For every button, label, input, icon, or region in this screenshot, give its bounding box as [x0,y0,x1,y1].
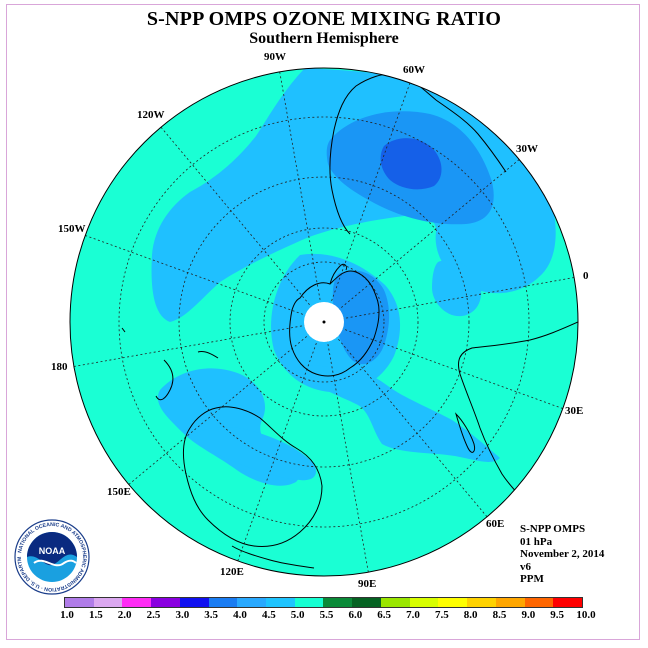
coastline-antarctic-peninsula [329,263,347,285]
colorbar-tick-label: 4.5 [261,609,276,621]
colorbar-segment [438,598,468,607]
colorbar-tick-label: 2.5 [146,609,161,621]
info-level: 01 hPa [520,535,553,548]
coastline-africa [458,321,578,505]
coastline-island [121,327,126,333]
latitude-circle [118,116,530,528]
lon-label-90W: 90W [264,51,286,63]
lon-label-180: 180 [51,361,68,373]
colorbar-tick-label: 5.0 [290,609,305,621]
colorbar-segment [409,598,439,607]
colorbar-tick-label: 3.0 [175,609,190,621]
colorbar-tick-label: 9.5 [550,609,565,621]
lon-label-30W: 30W [516,143,538,155]
latitude-circle [178,176,470,468]
map-boundary [69,67,579,577]
info-instrument: S-NPP OMPS [520,523,586,535]
coastline-madagascar [454,412,475,453]
colorbar-segment [294,598,324,607]
lon-label-150W: 150W [58,223,86,235]
colorbar-segment [553,598,582,607]
colorbar-tick-label: 8.5 [492,609,507,621]
lon-label-120E: 120E [220,566,244,578]
colorbar-segment [93,598,123,607]
coastline-island [197,351,219,359]
lon-label-60W: 60W [403,64,425,76]
coastline-indonesia [231,545,315,569]
colorbar-segment [65,598,94,607]
colorbar-tick-label: 4.0 [233,609,247,621]
ozone-contour-4.0-4.5 [194,427,316,481]
colorbar-tick-label: 10.0 [576,609,596,621]
colorbar-tick-label: 5.5 [319,609,334,621]
colorbar-segment [237,598,267,607]
colorbar-tick-label: 2.0 [117,609,132,621]
ozone-contour-4.0-4.5 [294,365,500,462]
lon-label-0: 0 [583,270,589,282]
colorbar-segment [323,598,353,607]
colorbar-tick-label: 9.0 [521,609,536,621]
noaa-logo: NATIONAL OCEANIC AND ATMOSPHERIC ADMINIS… [14,519,90,595]
lon-label-60E: 60E [486,518,505,530]
lon-label-90E: 90E [358,578,377,590]
colorbar-tick-label: 6.0 [348,609,363,621]
colorbar-tick-label: 7.0 [406,609,420,621]
colorbar-segment [122,598,152,607]
info-date: November 2, 2014 [520,548,605,560]
lon-label-150E: 150E [107,486,131,498]
latitude-circle [229,227,419,417]
lon-label-30E: 30E [565,405,584,417]
colorbar-segment [266,598,295,607]
info-units: PPM [520,573,544,585]
colorbar-segment [352,598,381,607]
colorbar-segment [208,598,238,607]
colorbar-tick-label: 6.5 [377,609,392,621]
colorbar [64,597,583,608]
meridian-150W [83,234,325,323]
info-block: S-NPP OMPS 01 hPa November 2, 2014 v6 PP… [520,523,604,586]
info-version: v6 [520,560,531,573]
noaa-logo-wordmark: NOAA [39,546,66,556]
colorbar-segment [179,598,209,607]
meridian-120W [159,125,325,323]
coastline-south-america [329,73,507,235]
map-title: S-NPP OMPS OZONE MIXING RATIO [146,8,502,30]
coastline-australia [182,406,323,547]
meridian-30E [323,321,565,410]
ozone-contour-3.0-3.5 [380,138,442,190]
colorbar-segment [524,598,554,607]
colorbar-tick-label: 3.5 [204,609,219,621]
latitude-circle [263,261,385,383]
lon-label-120W: 120W [137,109,165,121]
colorbar-tick-label: 7.5 [434,609,449,621]
map-subtitle: Southern Hemisphere [249,30,399,47]
ozone-contour-4.0-4.5 [432,260,482,317]
colorbar-tick-label: 1.5 [88,609,103,621]
coastline-new-zealand [155,359,174,401]
south-pole-marker [322,320,326,324]
figure-frame [6,4,640,640]
colorbar-segment [495,598,525,607]
colorbar-segment [380,598,410,607]
colorbar-segment [467,598,496,607]
coastline-antarctica [289,270,380,377]
colorbar-tick-label: 8.0 [463,609,478,621]
colorbar-tick-label: 1.0 [60,609,74,621]
colorbar-segment [151,598,180,607]
meridian-60E [323,321,489,519]
